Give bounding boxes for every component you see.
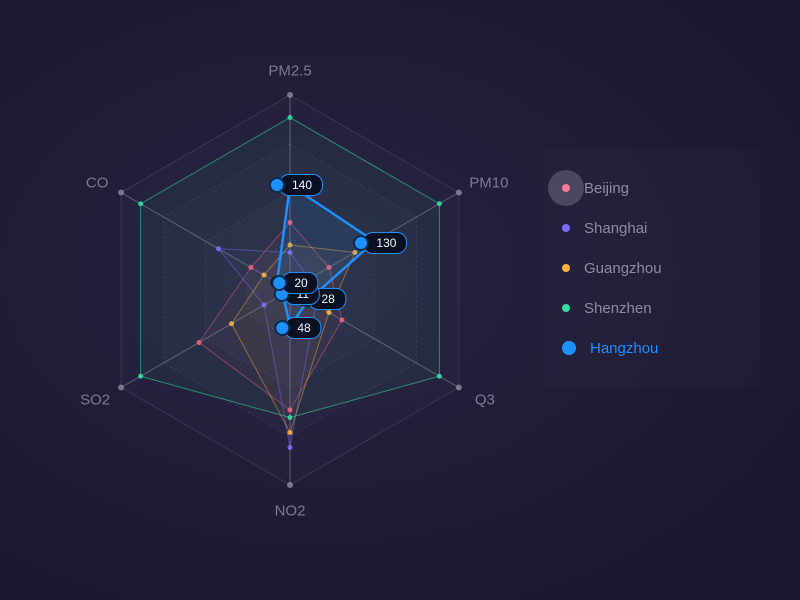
axis-label-pm25: PM2.5 <box>268 63 311 80</box>
axis-label-pm10: PM10 <box>469 174 508 191</box>
legend-label: Shanghai <box>584 220 647 237</box>
legend-item-guangzhou[interactable]: Guangzhou <box>562 248 742 288</box>
legend-label: Beijing <box>584 180 629 197</box>
axis-label-so2: SO2 <box>80 391 110 408</box>
legend-item-shanghai[interactable]: Shanghai <box>562 208 742 248</box>
axis-label-no2: NO2 <box>275 503 306 520</box>
legend-dot <box>562 184 570 192</box>
legend: Beijing Shanghai Guangzhou Shenzhen Hangzhou <box>544 150 760 386</box>
axis-label-q3: Q3 <box>475 391 495 408</box>
legend-dot <box>562 224 570 232</box>
axis-label-co: CO <box>86 174 109 191</box>
legend-label: Shenzhen <box>584 300 652 317</box>
legend-dot <box>562 264 570 272</box>
legend-item-beijing[interactable]: Beijing <box>562 168 742 208</box>
legend-item-shenzhen[interactable]: Shenzhen <box>562 288 742 328</box>
legend-dot <box>562 304 570 312</box>
legend-dot <box>562 341 576 355</box>
legend-label: Guangzhou <box>584 260 662 277</box>
legend-label: Hangzhou <box>590 340 658 357</box>
legend-item-hangzhou[interactable]: Hangzhou <box>562 328 742 368</box>
